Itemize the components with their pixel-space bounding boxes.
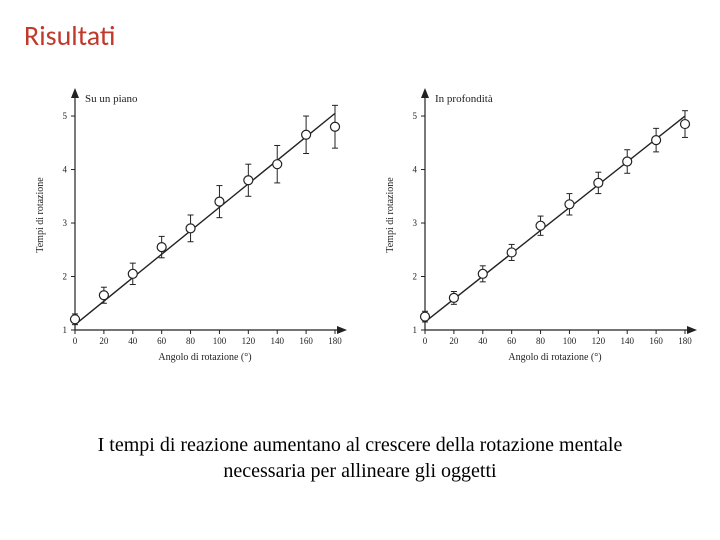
svg-text:0: 0 bbox=[423, 336, 428, 346]
svg-text:80: 80 bbox=[536, 336, 546, 346]
svg-text:3: 3 bbox=[63, 218, 68, 228]
chart-right: 1 2 3 4 5 0 20 40 60 80 100 120 140 160 180 Angolo di r… bbox=[370, 80, 700, 390]
svg-text:20: 20 bbox=[99, 336, 109, 346]
caption: I tempi di reazione aumentano al crescer… bbox=[0, 432, 720, 484]
svg-text:4: 4 bbox=[63, 165, 68, 175]
svg-text:140: 140 bbox=[620, 336, 634, 346]
svg-text:4: 4 bbox=[413, 165, 418, 175]
svg-text:120: 120 bbox=[242, 336, 256, 346]
caption-line2: necessaria per allineare gli oggetti bbox=[223, 460, 496, 482]
svg-text:100: 100 bbox=[213, 336, 227, 346]
chart-left: 1 2 3 4 5 0 20 40 60 80 100 120 140 160 180 Angolo di r… bbox=[20, 80, 350, 390]
svg-text:5: 5 bbox=[413, 111, 418, 121]
svg-text:Angolo di rotazione (°): Angolo di rotazione (°) bbox=[158, 352, 251, 363]
svg-text:Angolo di rotazione (°): Angolo di rotazione (°) bbox=[508, 352, 601, 363]
svg-text:100: 100 bbox=[563, 336, 577, 346]
svg-text:1: 1 bbox=[63, 325, 68, 335]
svg-text:Su un piano: Su un piano bbox=[85, 93, 138, 105]
svg-text:In profondità: In profondità bbox=[435, 93, 493, 105]
svg-text:180: 180 bbox=[328, 336, 342, 346]
svg-text:Tempi di rotazione: Tempi di rotazione bbox=[385, 177, 396, 253]
svg-text:120: 120 bbox=[592, 336, 606, 346]
svg-text:2: 2 bbox=[63, 272, 68, 282]
svg-text:60: 60 bbox=[507, 336, 517, 346]
svg-text:40: 40 bbox=[478, 336, 488, 346]
chart-right-svg: 1 2 3 4 5 0 20 40 60 80 100 120 140 160 180 Angolo di r… bbox=[370, 80, 700, 380]
svg-text:80: 80 bbox=[186, 336, 196, 346]
svg-text:160: 160 bbox=[649, 336, 663, 346]
svg-text:160: 160 bbox=[299, 336, 313, 346]
svg-text:3: 3 bbox=[413, 218, 418, 228]
svg-text:140: 140 bbox=[270, 336, 284, 346]
svg-text:1: 1 bbox=[413, 325, 418, 335]
charts-row: 12345020406080100120140160180Angolo di r… bbox=[0, 80, 720, 390]
svg-text:2: 2 bbox=[413, 272, 418, 282]
page-title: Risultati bbox=[24, 18, 116, 53]
svg-text:20: 20 bbox=[449, 336, 459, 346]
svg-text:Tempi di rotazione: Tempi di rotazione bbox=[35, 177, 46, 253]
svg-text:40: 40 bbox=[128, 336, 138, 346]
svg-text:0: 0 bbox=[73, 336, 78, 346]
caption-line1: I tempi di reazione aumentano al crescer… bbox=[98, 434, 623, 456]
svg-text:60: 60 bbox=[157, 336, 167, 346]
svg-text:5: 5 bbox=[63, 111, 68, 121]
svg-text:180: 180 bbox=[678, 336, 692, 346]
chart-left-svg: 1 2 3 4 5 0 20 40 60 80 100 120 140 160 180 Angolo di r… bbox=[20, 80, 350, 380]
